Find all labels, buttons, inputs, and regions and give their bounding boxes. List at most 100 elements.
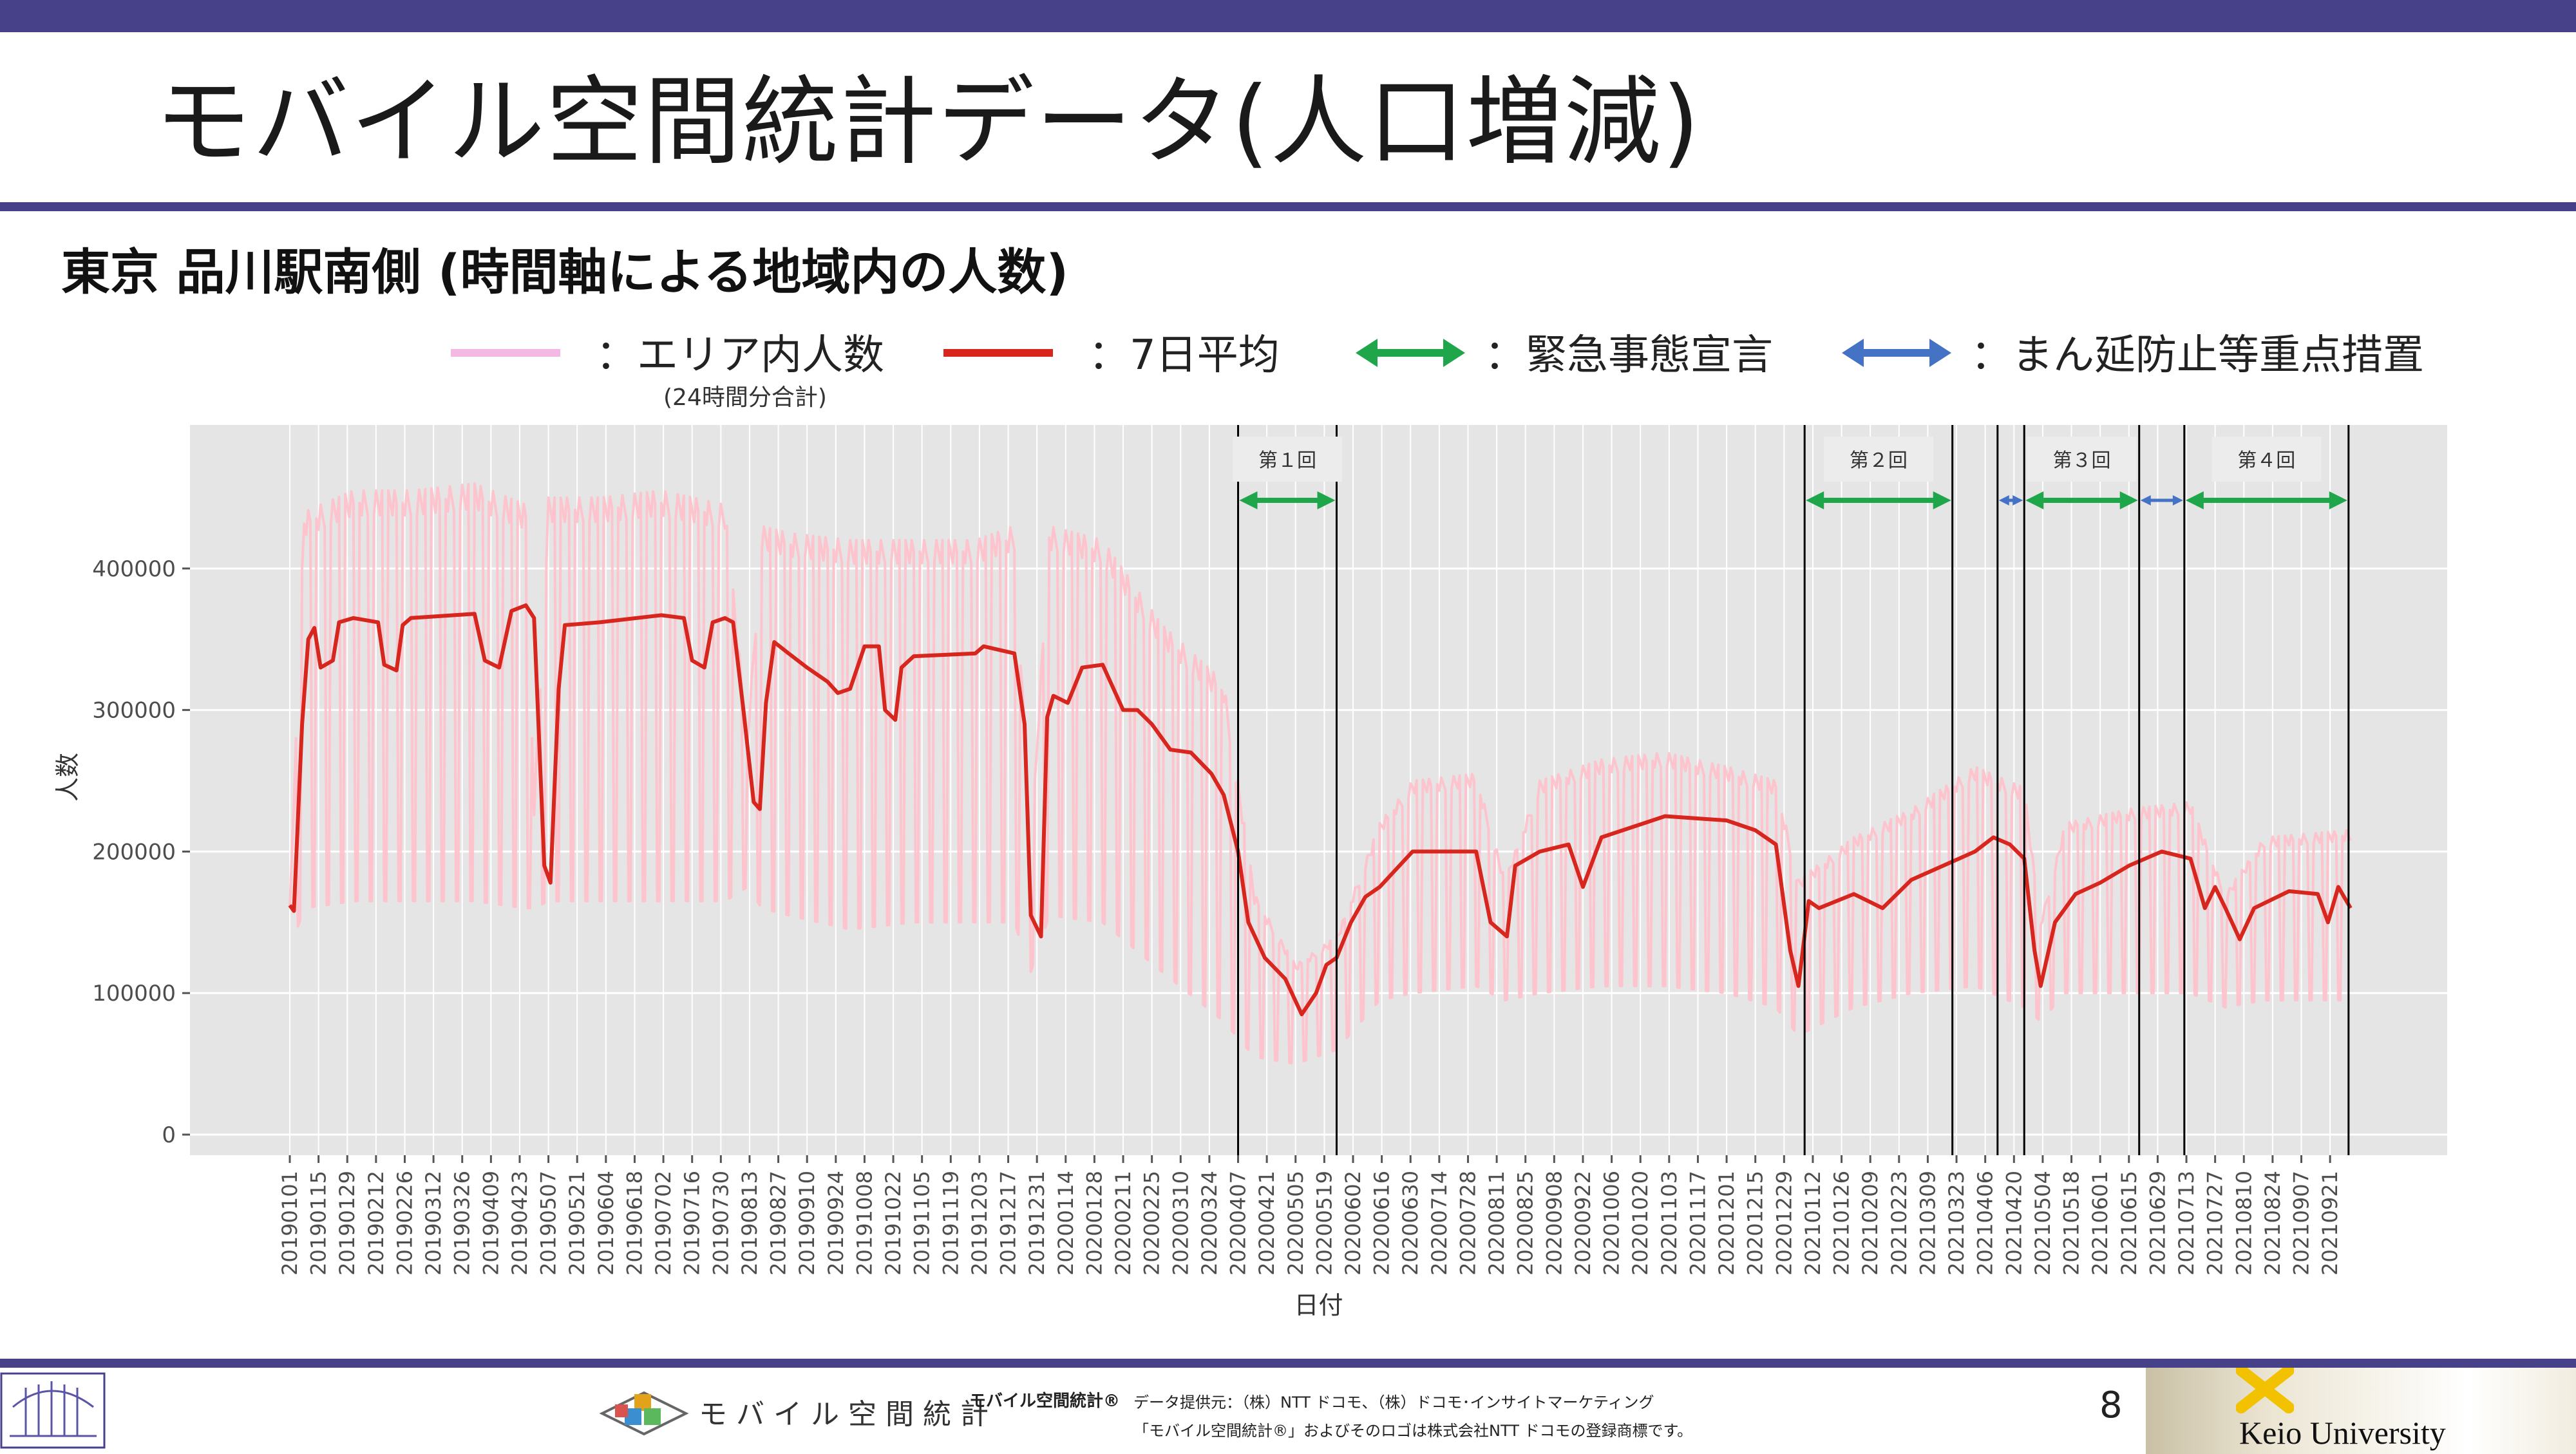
arrow-head-right [2329,491,2347,509]
period-label-box [2211,437,2322,482]
mobile-statistics-logo-text: モバイル空間統計 [699,1398,998,1431]
x-tick-label: 20200519 [1312,1171,1336,1276]
emergency-period-arrow [1806,491,1951,509]
x-tick-label: 20210223 [1887,1171,1911,1276]
y-axis-label: 人数 [53,753,82,802]
x-tick-label: 20190423 [507,1171,532,1276]
y-tick-label: 0 [162,1122,176,1148]
y-tick-label: 100000 [92,981,176,1006]
x-tick-label: 20190730 [708,1171,733,1276]
priority-period-arrow [2140,495,2183,505]
x-tick-label: 20210406 [1973,1171,1998,1276]
x-tick-label: 20190604 [594,1171,618,1276]
population-chart: 0 100000 200000 300000 400000 20190101 2019011… [53,425,2447,1319]
x-tick-label: 20210126 [1830,1171,1854,1276]
page-number: 8 [2099,1384,2123,1426]
x-tick-label: 20190409 [478,1171,503,1276]
data-provider-note: データ提供元：（株）NTT ドコモ、（株）ドコモ･インサイトマーケティング [1133,1393,1654,1412]
arrow-head-right [2012,495,2023,505]
x-tick-label: 20190813 [737,1171,762,1276]
x-tick-label: 20210824 [2260,1171,2285,1276]
footer-divider [0,1359,2576,1368]
period-label-box [2027,437,2137,482]
x-tick-label: 20190312 [421,1171,446,1276]
arrow-head-right [2172,495,2183,505]
y-tick-label: 200000 [92,839,176,865]
arrow-head-left [2140,495,2151,505]
keio-banner: Keio University [2146,1368,2576,1454]
legend-label-average: ：7日平均 [1088,332,1280,379]
x-tick-label: 20210323 [1944,1171,1969,1276]
x-tick-label: 20200602 [1341,1171,1365,1276]
x-tick-label: 20200505 [1283,1171,1308,1276]
emergency-period-arrow [2185,491,2347,509]
legend-label-emergency: ：緊急事態宣言 [1484,332,1773,379]
trademark-note: 「モバイル空間統計®」およびそのロゴは株式会社NTT ドコモの登録商標です。 [1133,1422,1693,1440]
slide-title: モバイル空間統計データ(人口増減) [155,66,1701,178]
x-tick-label: 20191203 [967,1171,992,1276]
x-tick-label: 20190924 [824,1171,848,1276]
x-tick-label: 20201103 [1657,1171,1681,1276]
period-label: 第１回 [1258,449,1316,472]
x-tick-label: 20191022 [881,1171,905,1276]
x-tick-label: 20201006 [1600,1171,1624,1276]
x-tick-label: 20200908 [1542,1171,1566,1276]
x-tick-label: 20191231 [1025,1171,1049,1276]
arrow-head-left [1806,491,1824,509]
y-tick-label: 400000 [92,556,176,582]
arrow-head-left [1239,491,1258,509]
x-tick-label: 20190618 [622,1171,647,1276]
arrow-head-right [1317,491,1336,509]
x-tick-label: 20190326 [450,1171,475,1276]
title-divider [0,202,2576,211]
mobile-statistics-logo-icon [599,1391,689,1436]
x-tick-label: 20201215 [1743,1171,1768,1276]
x-tick-label: 20210504 [2031,1171,2055,1276]
legend-swatch-daily [451,349,560,357]
arrow-head-left [2025,491,2044,509]
x-tick-label: 20191008 [852,1171,876,1276]
legend-label-daily: ：エリア内人数 [596,332,884,379]
period-label: 第２回 [1850,449,1908,472]
x-tick-label: 20201117 [1685,1171,1710,1276]
chart-subtitle: 東京 品川駅南側 (時間軸による地域内の人数) [61,243,1069,301]
double-arrow-icon [1356,339,1465,367]
x-tick-label: 20190702 [651,1171,676,1276]
x-tick-label: 20200630 [1398,1171,1423,1276]
x-tick-label: 20190226 [392,1171,417,1276]
x-tick-label: 20200922 [1571,1171,1595,1276]
series-daily-line [289,482,2352,1064]
x-tick-label: 20210713 [2174,1171,2199,1276]
x-tick-label: 20190716 [680,1171,705,1276]
arrow-head-right [1933,491,1951,509]
x-tick-label: 20190910 [795,1171,819,1276]
legend-note: (24時間分合計) [663,384,827,411]
period-label-box [1823,437,1933,482]
top-band [0,0,2576,32]
y-tick-label: 300000 [92,698,176,724]
x-tick-label: 20200728 [1455,1171,1480,1276]
x-tick-label: 20191105 [910,1171,934,1276]
period-label: 第４回 [2237,449,2295,472]
lab-logo-icon [0,1372,106,1449]
x-tick-label: 20200211 [1111,1171,1135,1276]
x-tick-label: 20210615 [2117,1171,2141,1276]
priority-period-arrow [1998,495,2023,505]
x-tick-label: 20200616 [1370,1171,1394,1276]
x-tick-label: 20191217 [996,1171,1021,1276]
x-tick-label: 20201020 [1628,1171,1653,1276]
x-axis-label: 日付 [1294,1291,1343,1319]
x-tick-label: 20190101 [278,1171,302,1276]
keio-pen-mark-icon [2236,1368,2294,1413]
university-name: Keio University [2239,1415,2446,1451]
x-tick-label: 20190115 [307,1171,331,1276]
arrow-head-left [2185,491,2204,509]
x-tick-label: 20190827 [766,1171,791,1276]
x-tick-label: 20200825 [1513,1171,1538,1276]
x-tick-label: 20210420 [2002,1171,2026,1276]
emergency-period-arrow [2025,491,2138,509]
x-tick-label: 20210309 [1915,1171,1940,1276]
legend-label-priority: ：まん延防止等重点措置 [1971,332,2424,379]
x-tick-label: 20190212 [364,1171,388,1276]
series-average-line [288,603,2353,1017]
